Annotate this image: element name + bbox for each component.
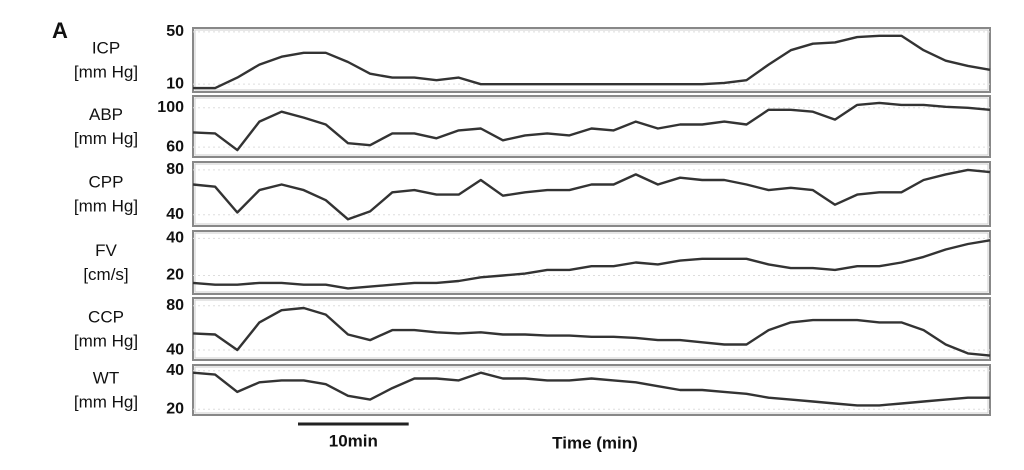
y-tick-label: 60 — [166, 138, 184, 155]
panel-frame-inner — [194, 366, 989, 414]
panel-frame — [192, 297, 991, 361]
panel-frame-inner — [194, 299, 989, 359]
y-tick-label: 40 — [166, 230, 184, 247]
y-tick-label: 10 — [166, 75, 184, 92]
trace — [193, 34, 991, 90]
y-tick-label: 80 — [166, 161, 184, 178]
x-axis-label: Time (min) — [552, 433, 638, 452]
y-axis-label: [mm Hg] — [74, 62, 138, 81]
panel-frame — [192, 230, 991, 295]
y-axis-label: WT — [93, 368, 119, 387]
trace — [192, 371, 990, 407]
panel-frame-inner — [194, 232, 989, 293]
panel-frame-inner — [194, 163, 989, 225]
panel-label: A — [52, 18, 68, 43]
y-axis-label: [mm Hg] — [74, 196, 138, 215]
panel-frame — [192, 364, 991, 416]
panel-frame — [192, 161, 991, 227]
panel-frame-inner — [194, 29, 989, 91]
panel-frame — [192, 95, 991, 158]
y-axis-label: FV — [95, 241, 117, 260]
y-axis-label: ICP — [92, 38, 120, 57]
trace — [192, 306, 991, 357]
y-tick-label: 80 — [166, 297, 184, 314]
y-axis-label: [cm/s] — [83, 265, 128, 284]
trace — [192, 101, 991, 152]
y-axis-label: CPP — [89, 172, 124, 191]
panel-frame — [192, 27, 991, 93]
y-tick-label: 40 — [166, 341, 184, 358]
panel-frame-inner — [194, 97, 989, 156]
y-tick-label: 20 — [166, 267, 184, 284]
y-axis-label: [mm Hg] — [74, 331, 138, 350]
y-tick-label: 40 — [166, 362, 184, 379]
y-axis-label: CCP — [88, 307, 124, 326]
trace — [192, 168, 991, 221]
y-axis-label: [mm Hg] — [74, 392, 138, 411]
scale-bar-label: 10min — [329, 431, 378, 450]
y-tick-label: 50 — [166, 23, 184, 40]
y-tick-label: 100 — [157, 99, 184, 116]
y-tick-label: 40 — [166, 206, 184, 223]
y-axis-label: [mm Hg] — [74, 129, 138, 148]
y-axis-label: ABP — [89, 105, 123, 124]
trace — [192, 239, 991, 290]
y-tick-label: 20 — [166, 400, 184, 417]
